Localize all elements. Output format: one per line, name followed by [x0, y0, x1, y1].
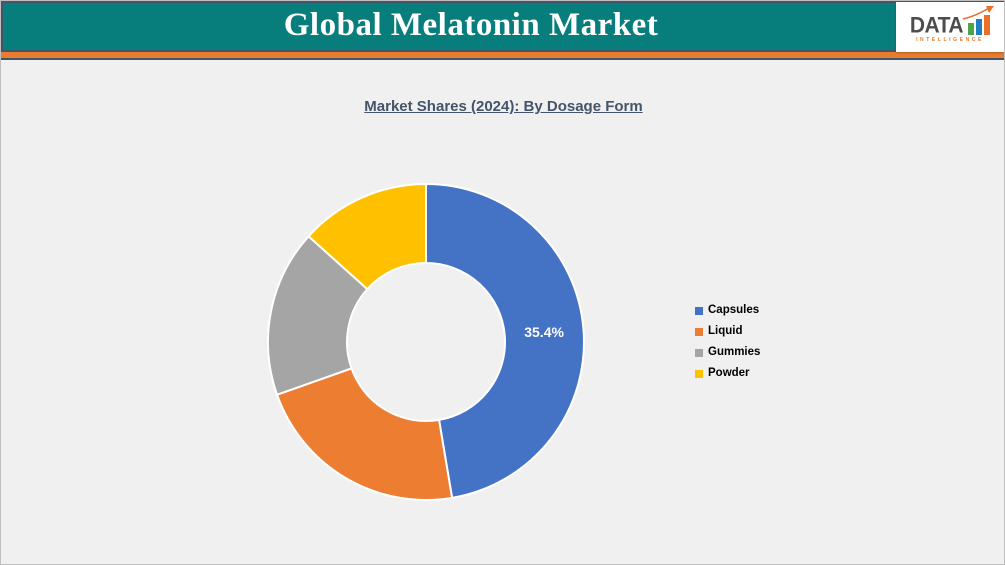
donut-segment-gummies	[267, 234, 369, 397]
donut-chart-area: 35.4%	[261, 177, 591, 507]
growth-arrow-icon	[962, 6, 995, 20]
donut-chart: 35.4%	[267, 182, 585, 501]
bar-green-icon	[968, 23, 975, 35]
chart-legend: Capsules Liquid Gummies Powder	[695, 300, 760, 384]
legend-label-powder: Powder	[708, 367, 750, 379]
legend-item-liquid: Liquid	[695, 321, 760, 342]
accent-stripe	[1, 50, 1004, 60]
page-title: Global Melatonin Market	[283, 7, 659, 43]
donut-segment-liquid	[275, 367, 454, 501]
data-label-capsules: 35.4%	[524, 324, 564, 340]
legend-marker-gummies	[695, 348, 703, 357]
chart-title: Market Shares (2024): By Dosage Form	[364, 98, 643, 115]
header-title-wrap: Global Melatonin Market	[1, 1, 941, 50]
legend-item-capsules: Capsules	[695, 300, 760, 321]
logo-subtext: INTELLIGENCE	[916, 37, 984, 43]
legend-label-liquid: Liquid	[708, 325, 743, 337]
legend-label-gummies: Gummies	[708, 346, 761, 358]
logo-row: DATA	[909, 6, 995, 38]
bar-blue-icon	[976, 19, 983, 35]
legend-marker-capsules	[695, 306, 703, 315]
legend-marker-liquid	[695, 327, 703, 336]
donut-segment-powder	[307, 182, 427, 291]
bar-orange-icon	[984, 15, 991, 35]
header-banner	[1, 1, 1004, 50]
bar-chart-icon	[966, 13, 991, 35]
legend-item-gummies: Gummies	[695, 342, 760, 363]
legend-marker-powder	[695, 369, 703, 378]
donut-segment-capsules	[425, 182, 585, 499]
legend-item-powder: Powder	[695, 363, 760, 384]
legend-label-capsules: Capsules	[708, 304, 760, 316]
logo-wordmark: DATA	[909, 13, 964, 38]
logo-card: DATA INTELLIGENCE	[896, 2, 1004, 52]
